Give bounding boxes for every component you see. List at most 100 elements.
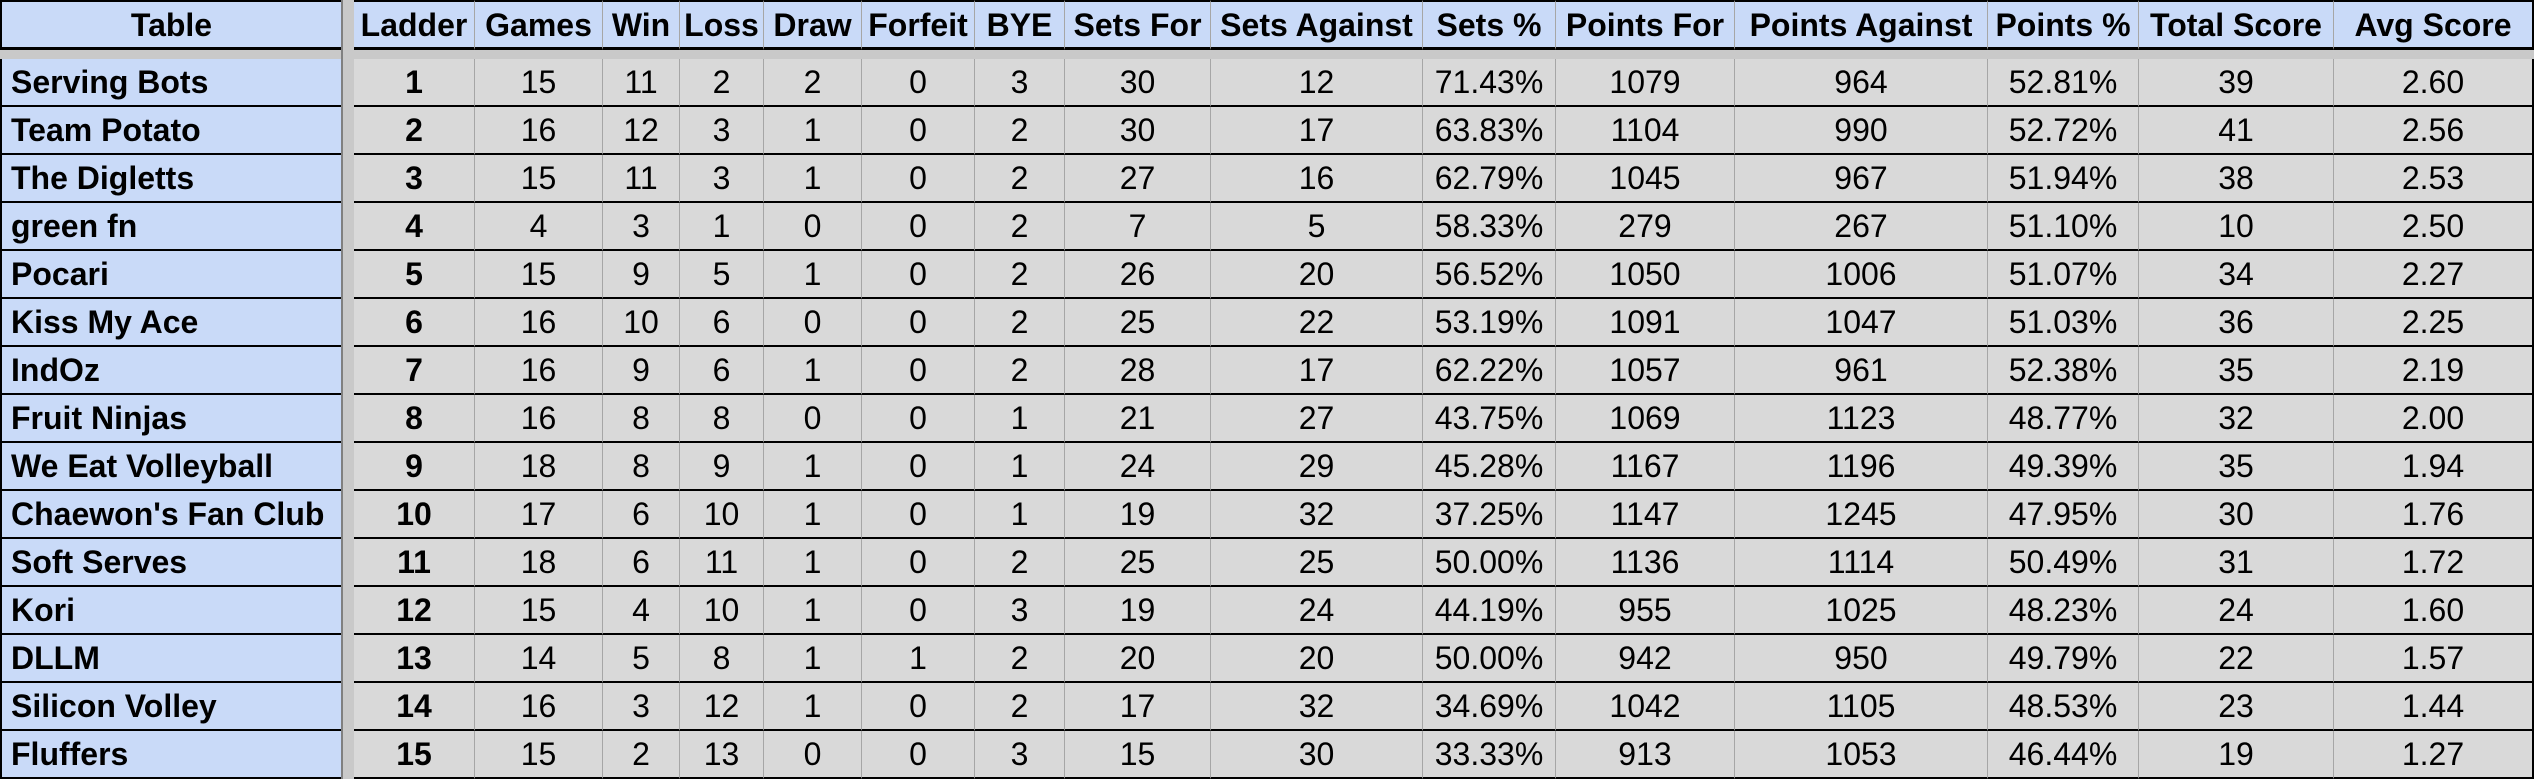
stat-cell[interactable]: 2 — [975, 347, 1065, 395]
stat-cell[interactable]: 1.57 — [2334, 635, 2534, 683]
stat-cell[interactable]: 3 — [975, 587, 1065, 635]
stat-cell[interactable]: 3 — [354, 155, 475, 203]
stat-cell[interactable]: 15 — [475, 587, 603, 635]
stat-cell[interactable]: 52.81% — [1988, 59, 2139, 107]
stat-cell[interactable]: 30 — [1065, 59, 1211, 107]
stat-cell[interactable]: 15 — [475, 155, 603, 203]
stat-cell[interactable]: 2.27 — [2334, 251, 2534, 299]
stat-cell[interactable]: 1025 — [1735, 587, 1988, 635]
stat-cell[interactable]: 8 — [680, 635, 764, 683]
stat-cell[interactable]: 1123 — [1735, 395, 1988, 443]
stat-cell[interactable]: 26 — [1065, 251, 1211, 299]
stat-cell[interactable]: 19 — [1065, 491, 1211, 539]
stat-cell[interactable]: 1245 — [1735, 491, 1988, 539]
stat-cell[interactable]: 20 — [1065, 635, 1211, 683]
stat-cell[interactable]: 2.19 — [2334, 347, 2534, 395]
stat-cell[interactable]: 51.10% — [1988, 203, 2139, 251]
stat-cell[interactable]: 49.39% — [1988, 443, 2139, 491]
team-name-cell[interactable]: Fruit Ninjas — [0, 395, 341, 443]
stat-cell[interactable]: 63.83% — [1423, 107, 1556, 155]
stat-cell[interactable]: 8 — [680, 395, 764, 443]
stat-cell[interactable]: 1050 — [1556, 251, 1735, 299]
stat-cell[interactable]: 35 — [2139, 443, 2334, 491]
stat-cell[interactable]: 32 — [2139, 395, 2334, 443]
stat-cell[interactable]: 10 — [2139, 203, 2334, 251]
stat-cell[interactable]: 990 — [1735, 107, 1988, 155]
stat-cell[interactable]: 30 — [1065, 107, 1211, 155]
stat-cell[interactable]: 15 — [475, 59, 603, 107]
team-name-cell[interactable]: Kori — [0, 587, 341, 635]
stat-cell[interactable]: 16 — [475, 107, 603, 155]
stat-cell[interactable]: 913 — [1556, 731, 1735, 779]
stat-cell[interactable]: 11 — [603, 59, 680, 107]
stat-cell[interactable]: 1079 — [1556, 59, 1735, 107]
stat-cell[interactable]: 4 — [354, 203, 475, 251]
stat-cell[interactable]: 2 — [354, 107, 475, 155]
stat-cell[interactable]: 50.49% — [1988, 539, 2139, 587]
team-name-cell[interactable]: Fluffers — [0, 731, 341, 779]
stat-cell[interactable]: 1 — [975, 443, 1065, 491]
stat-cell[interactable]: 18 — [475, 539, 603, 587]
stat-cell[interactable]: 0 — [862, 251, 975, 299]
stat-cell[interactable]: 12 — [680, 683, 764, 731]
stat-cell[interactable]: 19 — [2139, 731, 2334, 779]
stat-cell[interactable]: 5 — [1211, 203, 1423, 251]
stat-cell[interactable]: 48.23% — [1988, 587, 2139, 635]
stat-cell[interactable]: 279 — [1556, 203, 1735, 251]
stat-cell[interactable]: 17 — [1211, 107, 1423, 155]
stat-cell[interactable]: 17 — [1065, 683, 1211, 731]
stat-cell[interactable]: 1.94 — [2334, 443, 2534, 491]
stat-cell[interactable]: 0 — [862, 491, 975, 539]
stat-cell[interactable]: 52.38% — [1988, 347, 2139, 395]
stat-cell[interactable]: 11 — [680, 539, 764, 587]
stat-cell[interactable]: 0 — [862, 203, 975, 251]
stat-cell[interactable]: 2.00 — [2334, 395, 2534, 443]
stat-cell[interactable]: 18 — [475, 443, 603, 491]
stat-cell[interactable]: 1069 — [1556, 395, 1735, 443]
column-header-points-pct[interactable]: Points % — [1988, 0, 2139, 50]
stat-cell[interactable]: 51.03% — [1988, 299, 2139, 347]
stat-cell[interactable]: 0 — [862, 443, 975, 491]
stat-cell[interactable]: 38 — [2139, 155, 2334, 203]
stat-cell[interactable]: 15 — [475, 251, 603, 299]
stat-cell[interactable]: 10 — [680, 491, 764, 539]
column-header-draw[interactable]: Draw — [764, 0, 862, 50]
stat-cell[interactable]: 1 — [764, 155, 862, 203]
stat-cell[interactable]: 0 — [862, 395, 975, 443]
stat-cell[interactable]: 25 — [1065, 299, 1211, 347]
stat-cell[interactable]: 20 — [1211, 251, 1423, 299]
stat-cell[interactable]: 10 — [603, 299, 680, 347]
team-name-cell[interactable]: green fn — [0, 203, 341, 251]
stat-cell[interactable]: 0 — [862, 107, 975, 155]
stat-cell[interactable]: 0 — [764, 395, 862, 443]
stat-cell[interactable]: 33.33% — [1423, 731, 1556, 779]
stat-cell[interactable]: 2 — [975, 635, 1065, 683]
stat-cell[interactable]: 71.43% — [1423, 59, 1556, 107]
stat-cell[interactable]: 3 — [975, 59, 1065, 107]
stat-cell[interactable]: 1.27 — [2334, 731, 2534, 779]
stat-cell[interactable]: 1042 — [1556, 683, 1735, 731]
stat-cell[interactable]: 24 — [2139, 587, 2334, 635]
stat-cell[interactable]: 3 — [975, 731, 1065, 779]
stat-cell[interactable]: 1 — [764, 251, 862, 299]
stat-cell[interactable]: 3 — [603, 683, 680, 731]
stat-cell[interactable]: 0 — [764, 203, 862, 251]
stat-cell[interactable]: 15 — [1065, 731, 1211, 779]
stat-cell[interactable]: 13 — [680, 731, 764, 779]
stat-cell[interactable]: 56.52% — [1423, 251, 1556, 299]
stat-cell[interactable]: 16 — [475, 299, 603, 347]
column-header-sets-against[interactable]: Sets Against — [1211, 0, 1423, 50]
stat-cell[interactable]: 44.19% — [1423, 587, 1556, 635]
stat-cell[interactable]: 0 — [764, 299, 862, 347]
stat-cell[interactable]: 62.79% — [1423, 155, 1556, 203]
stat-cell[interactable]: 30 — [2139, 491, 2334, 539]
stat-cell[interactable]: 19 — [1065, 587, 1211, 635]
stat-cell[interactable]: 2.50 — [2334, 203, 2534, 251]
stat-cell[interactable]: 50.00% — [1423, 635, 1556, 683]
stat-cell[interactable]: 25 — [1211, 539, 1423, 587]
stat-cell[interactable]: 12 — [354, 587, 475, 635]
stat-cell[interactable]: 942 — [1556, 635, 1735, 683]
stat-cell[interactable]: 964 — [1735, 59, 1988, 107]
stat-cell[interactable]: 51.94% — [1988, 155, 2139, 203]
stat-cell[interactable]: 31 — [2139, 539, 2334, 587]
